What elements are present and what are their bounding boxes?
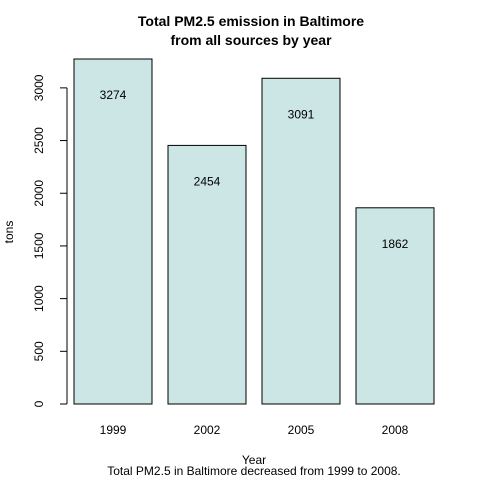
bar-value-label: 1862 [382,237,409,251]
y-axis-label: tons [2,221,16,244]
y-tick-label: 1000 [32,285,46,312]
bar-2002 [167,144,247,405]
x-tick-label: 2008 [382,423,409,437]
bar-value-label: 3274 [100,88,127,102]
x-tick-label: 1999 [100,423,127,437]
chart-title: Total PM2.5 emission in Baltimore [138,13,364,29]
y-tick-label: 2500 [32,127,46,154]
bar-value-label: 3091 [288,107,315,121]
y-tick-label: 1500 [32,232,46,259]
y-tick-label: 500 [32,341,46,361]
bar-2008 [355,207,435,405]
bar-2005 [261,77,341,405]
bar-value-label: 2454 [194,174,221,188]
bar-1999 [73,58,153,405]
y-axis: 0 500 1000 1500 2000 2500 3000 [32,74,68,407]
chart-subtitle: from all sources by year [170,32,332,48]
bars: 3274 2454 3091 1862 [73,58,435,405]
y-tick-label: 0 [32,400,46,407]
x-axis-label: Year [242,453,266,467]
y-tick-label: 3000 [32,74,46,101]
y-tick-label: 2000 [32,180,46,207]
x-axis: 1999 2002 2005 2008 [100,423,409,437]
chart-caption: Total PM2.5 in Baltimore decreased from … [107,464,401,478]
x-tick-label: 2002 [194,423,221,437]
x-tick-label: 2005 [288,423,315,437]
